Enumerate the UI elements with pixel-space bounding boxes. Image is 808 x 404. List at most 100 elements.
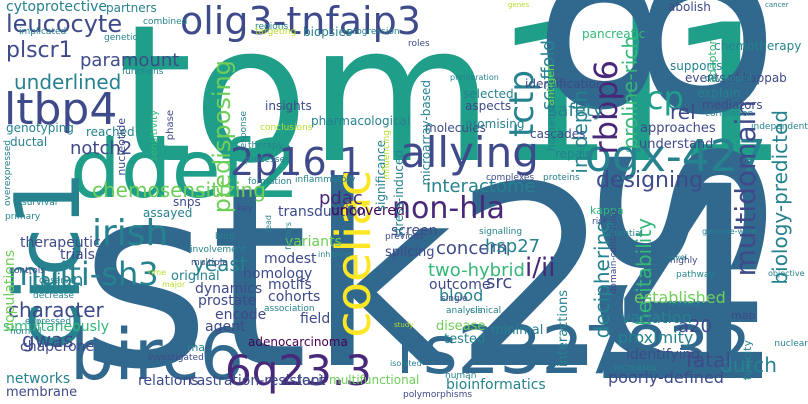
word-cancer: cancer [765,1,789,9]
word-castration-resistant: castration-resistant [189,373,326,389]
word-insights: insights [265,99,312,113]
word-motifs: motifs [268,277,312,293]
word-formation: formation [248,177,292,187]
word-proline-rich: proline-rich [618,36,642,150]
word-plscr1: plscr1 [6,38,73,63]
word-chaperone: chaperone [20,339,95,355]
word-proliferation: proliferation [450,73,499,82]
word-investigated: investigated [148,353,204,363]
word-progression: progression [347,27,400,37]
word-mediators: mediators [702,98,763,112]
word-developed: developed [705,74,753,84]
word-kappa: kappa [590,204,624,217]
word-vcp: vcp [627,79,684,117]
word-chemotherapy: chemotherapy [714,39,802,53]
word-clinical: clinical [470,306,502,316]
word-survival: survival [22,198,58,208]
word-non-hla: non-hla [392,191,505,226]
word-ltbp4: ltbp4 [4,84,118,135]
word-inhibitor: inhibitor [318,250,352,259]
word-decrease: decrease [33,291,74,301]
word-molecules: molecules [425,121,486,135]
word-repair: repair [555,147,591,161]
word-understand: understand [639,137,714,152]
word-notch2: notch2 [70,138,133,159]
word-highly: highly [670,256,698,266]
word-concern: concern [436,238,508,259]
word-proximity: proximity [618,328,694,347]
word-pathway: pathway [676,270,715,280]
word-inflammatory: inflammatory [295,175,356,185]
word-expressed: expressed [25,317,72,327]
word-rel: rel [670,100,696,124]
word-genome-wide: genome-wide [702,227,757,236]
word-single: single [441,294,468,304]
word-birc6: birc6 [70,314,245,396]
word-aspects: aspects [465,99,512,113]
word-uncovered: uncovered [331,203,405,219]
word-roles: roles [408,39,430,49]
word-agent: agent [205,319,246,335]
word-abolish: abolish [668,0,711,14]
word-multifunctional: multifunctional [329,373,420,387]
word-signalling: signalling [479,227,523,237]
word-primary: primary [5,212,41,222]
word-reveals: reveals [668,299,701,309]
word-pdac: pdac [319,188,363,209]
word-key: key [237,204,253,214]
word-loci: loci [298,373,323,389]
word-yeast: yeast [193,252,248,276]
word-underlined: underlined [14,70,122,94]
word-modest: modest [264,251,317,267]
word-risk: risk [592,217,609,227]
word-2p16-1: 2p16.1 [230,140,363,184]
word-olig3-tnfaip3: olig3-tnfaip3 [180,0,421,43]
word-outcome: outcome [429,277,491,293]
word-supports: supports [670,59,723,73]
word-snps: snps [173,195,201,209]
word-involvement: involvement [190,245,246,255]
word-multi-sh3: multi-sh3 [8,255,159,293]
word-src: src [486,272,513,293]
word-tom1l1: tom1l1 [118,0,789,205]
word-microarray-based: microarray-based [419,80,433,186]
word-bind: bind [215,232,235,242]
word-cytoprotective: cytoprotective [6,0,108,15]
word-normal: normal [10,327,42,337]
word-partners: partners [106,1,157,15]
word-interactions: interactions [556,290,571,368]
word-screen: screen [391,223,438,239]
word-cohorts: cohorts [268,289,321,305]
word-6q23-3: 6q23.3 [225,346,372,395]
word-safety: safety [548,100,604,121]
word-toxicity: toxicity [741,340,754,381]
word-association: association [264,304,315,314]
word-established: established [634,288,726,307]
word-lead: lead [264,215,273,233]
word-potential: potential [603,229,644,239]
word-minimal: minimal [491,323,544,338]
word-gwas: gwas [22,328,74,352]
word-dynamics: dynamics [195,281,263,297]
word-isolated: isolated [390,359,422,368]
word-a20: a20 [678,316,712,337]
word-controls: controls [9,266,45,276]
word-hsp27: hsp27 [485,236,541,257]
word-selected: selected [463,87,514,101]
word-paramount: paramount [80,50,180,71]
word-human: human [445,371,477,381]
word-observe: observe [39,276,76,286]
word-objective: objective [768,269,805,278]
word-major: major [162,280,186,289]
word-tested: tested [444,332,486,347]
word-rna: rna [187,341,206,354]
word-disease: disease [436,319,486,334]
word-polymorphisms: polymorphisms [403,390,473,400]
word-multiple: multiple [191,258,228,268]
word-allying: allying [400,128,539,177]
word-therapy: therapy [248,141,284,151]
word-level: level [668,253,688,262]
word-original: original [171,269,220,284]
word-identification: identification [525,77,604,91]
word-promising: promising [465,117,525,131]
